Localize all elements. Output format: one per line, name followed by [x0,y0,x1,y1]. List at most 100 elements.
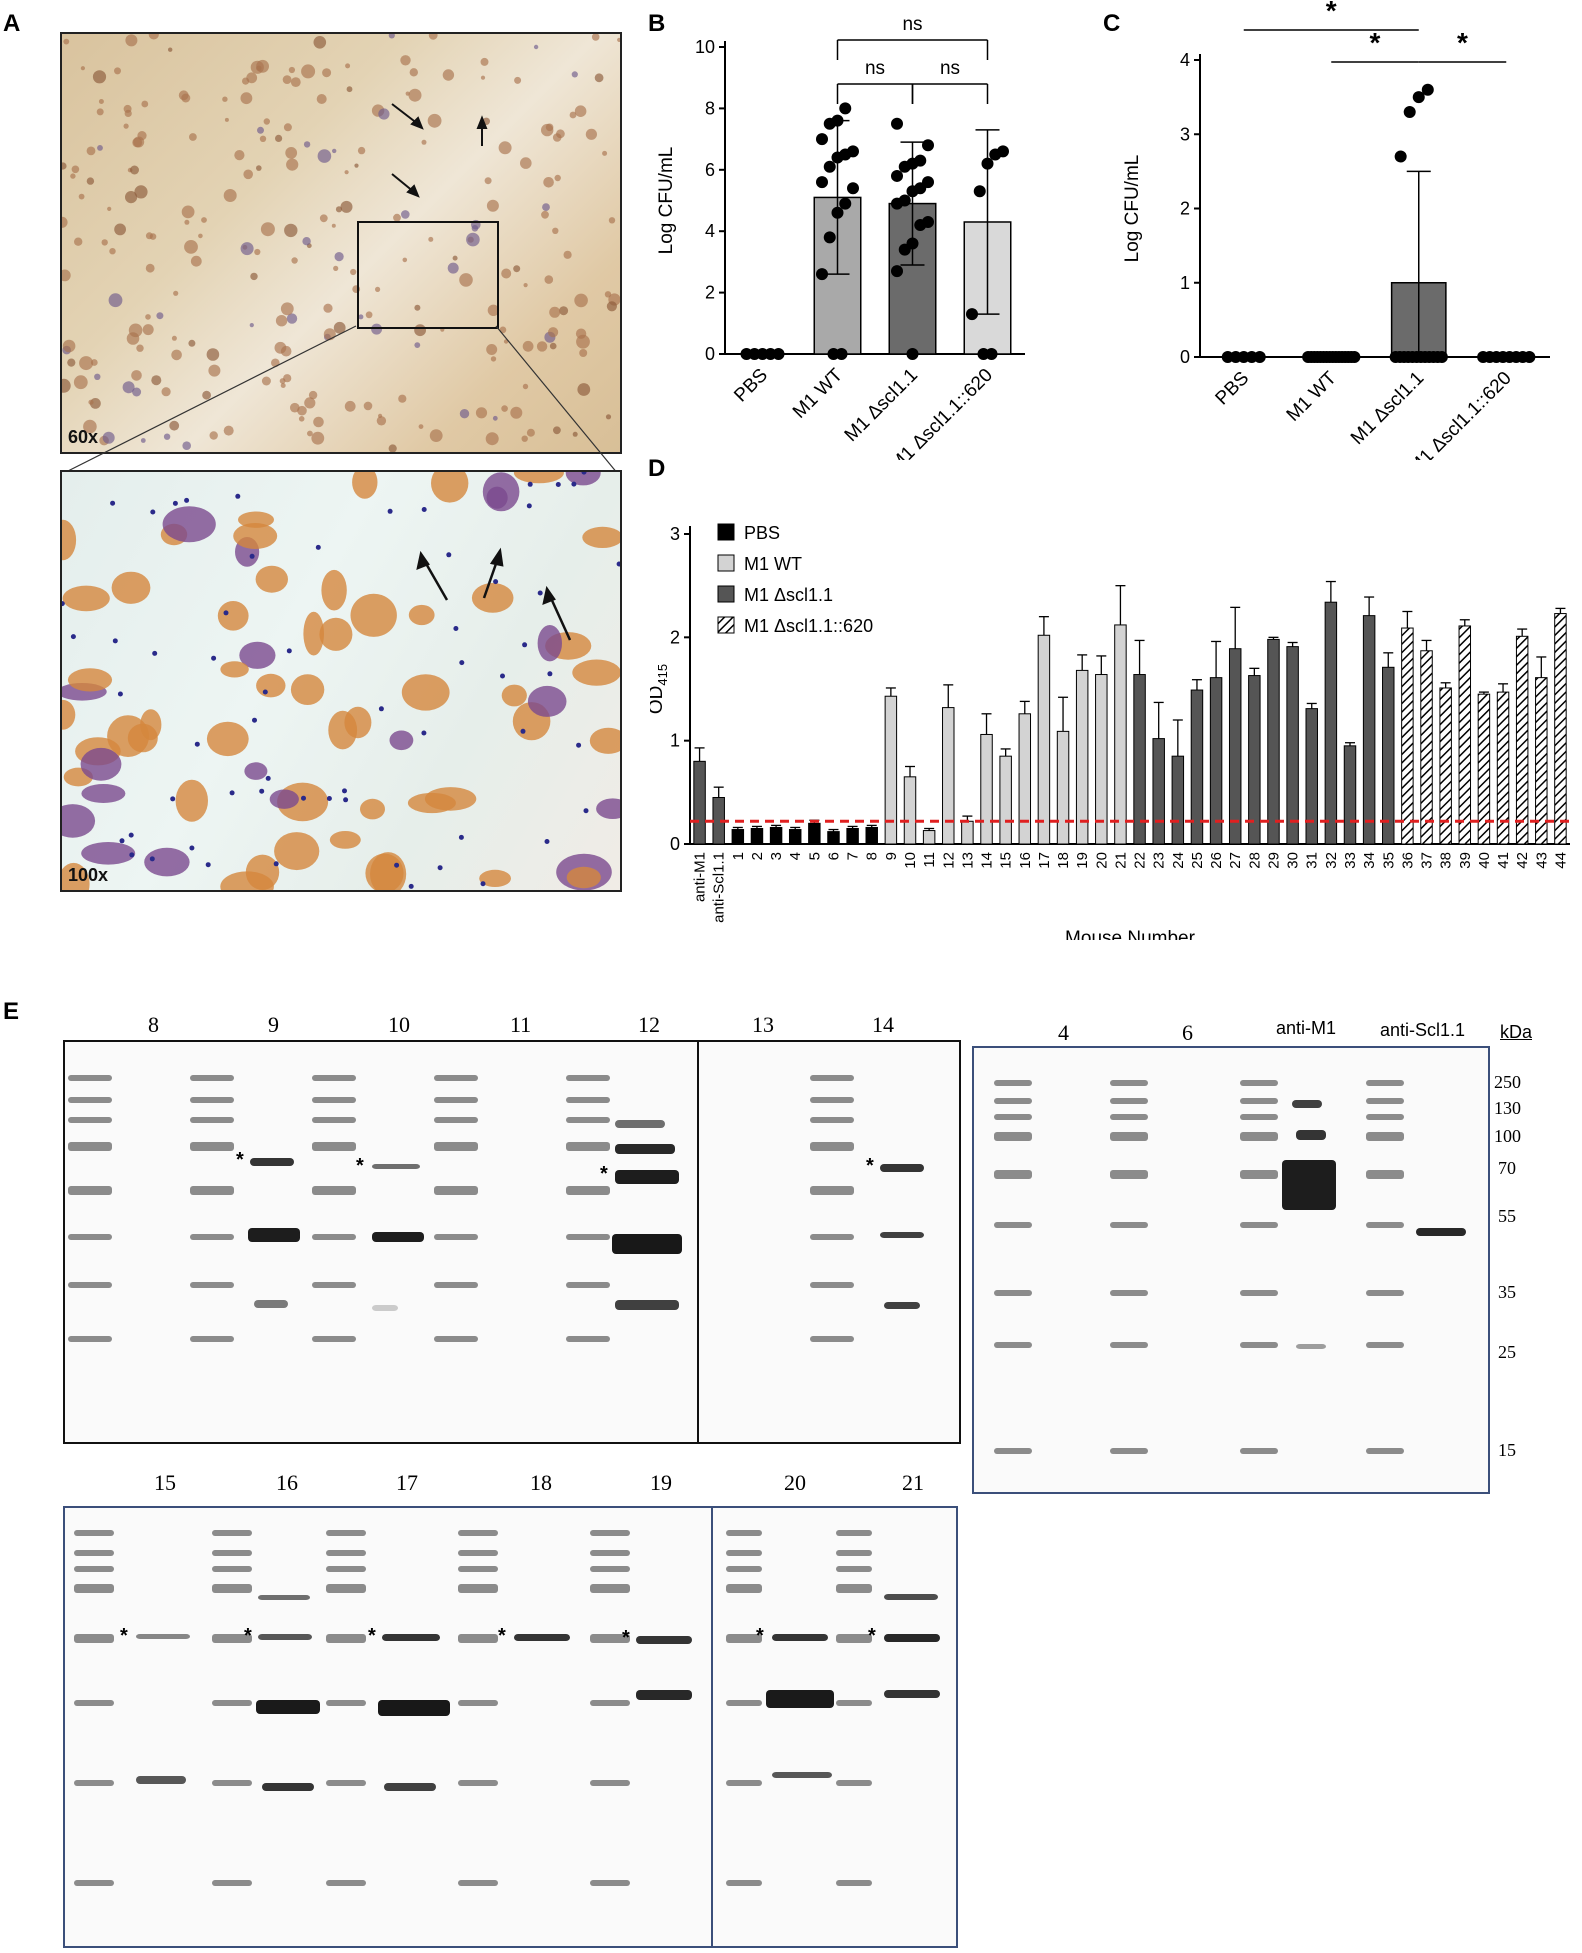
cell-mark [549,306,561,318]
bacteria-mark [301,795,306,801]
cell-mark [487,304,500,316]
cell-mark [97,145,103,151]
cell-mark [141,100,149,108]
data-point [906,348,919,360]
bacteria-mark [616,561,620,567]
band-asterisk: * [368,1625,376,1647]
cell-mark [617,37,620,42]
cell-mark [466,232,480,247]
lane-label-11: 11 [510,1012,532,1037]
cell-mark [280,302,294,316]
band-asterisk: * [120,1625,128,1647]
cell-mark [109,248,116,255]
x-tick-label: 10 [902,852,919,869]
cell-mark [148,34,159,40]
cell-mark [128,323,143,338]
ladder-band [726,1700,762,1706]
cell-mark [78,193,85,200]
ladder-band [1110,1342,1148,1348]
x-tick-label: 15 [998,852,1015,869]
bacteria-mark [421,730,427,736]
ladder-band [312,1234,356,1240]
bacteria-mark [70,634,76,640]
ladder-band [434,1097,478,1103]
x-tick-label: 37 [1419,852,1436,869]
ladder-band [836,1780,872,1786]
band-asterisk: * [622,1627,630,1649]
data-point [981,157,994,170]
bacteria-mark [537,590,543,596]
lane-label-6: 6 [1182,1020,1193,1045]
ladder-band [566,1142,610,1151]
cell-mark [501,405,508,412]
x-tick-label: 14 [979,852,996,869]
x-tick-label: 23 [1151,852,1168,869]
cell-mark [407,792,456,814]
lane-label-13: 13 [752,1012,774,1037]
sample-band [250,1158,294,1166]
bacteria-mark [500,673,505,679]
cell-mark [240,242,254,256]
ladder-band [1240,1342,1278,1348]
cell-mark [604,291,612,298]
cell-mark [145,314,151,320]
cell-mark [501,684,527,707]
cell-mark [102,431,115,444]
bar [1458,625,1472,845]
ladder-band [1366,1290,1404,1296]
data-point [1412,91,1425,104]
bar [1075,669,1089,845]
cell-mark [526,428,535,437]
cell-mark [393,213,401,222]
cell-mark [428,236,434,242]
x-tick-label: 19 [1074,852,1091,869]
bacteria-mark [520,728,526,734]
x-tick-label: 2 [749,852,766,860]
ladder-band [74,1700,114,1706]
x-tick-label: 8 [864,852,881,860]
cell-mark [240,92,253,105]
cell-mark [223,189,237,202]
data-point [922,215,934,228]
significance-label: * [1326,0,1337,26]
cell-mark [552,133,562,142]
ladder-band [326,1566,366,1572]
cell-mark [171,349,182,361]
ladder-band [590,1530,630,1536]
kda-100: 100 [1494,1126,1521,1146]
cell-mark [401,210,410,219]
x-tick-label: 40 [1476,852,1493,869]
cell-mark [86,146,96,156]
cell-mark [111,571,151,604]
ladder-band [312,1282,356,1288]
y-axis-label: Log CFU/mL [656,147,677,255]
ladder-band [458,1700,498,1706]
x-tick-label: 39 [1457,852,1474,869]
cell-mark [544,275,554,284]
lane-label-16: 16 [276,1470,298,1495]
cell-mark [428,34,438,40]
bar [1056,730,1070,845]
data-point [835,348,848,360]
ladder-band [1366,1080,1404,1086]
bacteria-mark [453,626,459,631]
cell-mark [344,706,372,739]
cell-mark [184,240,198,254]
ladder-band [810,1186,854,1195]
tissue-texture-100x [62,472,620,890]
ladder-band [1366,1132,1404,1141]
cell-mark [352,472,378,499]
ladder-band [212,1634,252,1643]
cell-mark [319,617,353,651]
cell-mark [429,429,443,442]
cell-mark [545,123,554,132]
ladder-band [212,1566,252,1572]
ladder-band [836,1550,872,1556]
bacteria-mark [211,655,217,661]
cell-mark [144,847,190,877]
ladder-band [68,1234,112,1240]
cell-mark [130,165,139,175]
ladder-band [590,1880,630,1886]
